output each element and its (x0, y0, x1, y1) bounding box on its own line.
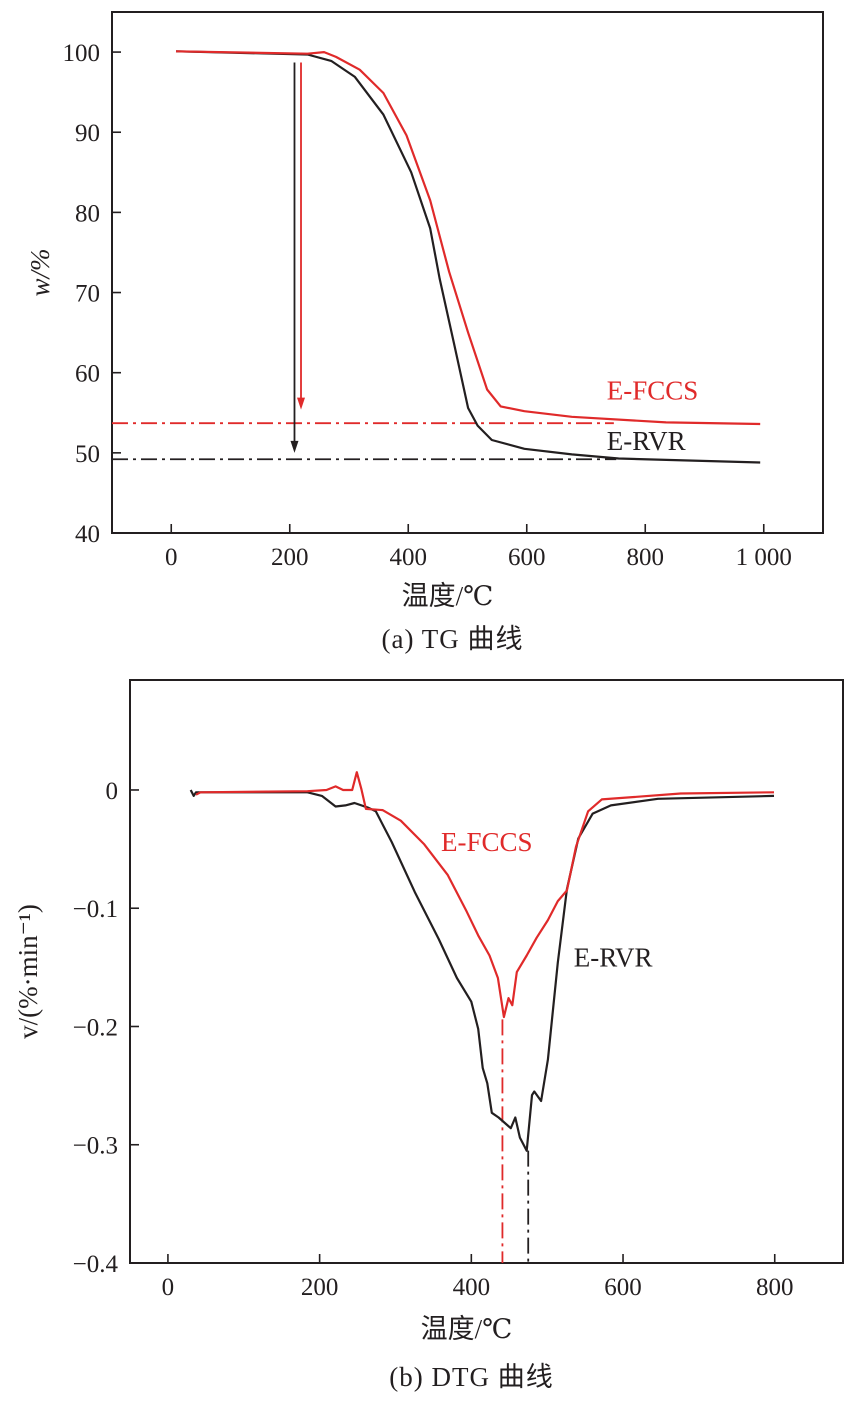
y-tick-label: −0.1 (73, 896, 118, 923)
dtg-chart: 0 200 400 600 800 −0.4 −0.3 −0.2 −0.1 0 E-FCCS E-RV… (13, 679, 844, 1392)
plot-frame (111, 11, 824, 534)
x-tick-label: 400 (453, 1274, 491, 1301)
x-tick-label: 400 (390, 544, 428, 571)
arrow-head-e-fccs (297, 397, 306, 410)
y-tick-label: −0.4 (73, 1251, 119, 1278)
chart-caption: (a) TG 曲线 (382, 624, 524, 654)
plot-frame (129, 679, 844, 1264)
series-label-e-rvr: E-RVR (607, 426, 686, 456)
series-line-e-rvr (175, 50, 761, 464)
y-tick-label: −0.2 (73, 1014, 118, 1041)
x-tick-label: 200 (271, 544, 309, 571)
y-tick-label: 90 (75, 120, 100, 147)
y-tick-label: 100 (63, 40, 101, 67)
x-tick-label: 0 (165, 544, 178, 571)
y-tick-label: −0.3 (73, 1133, 118, 1160)
x-tick-label: 800 (756, 1274, 794, 1301)
x-tick-label: 600 (508, 544, 546, 571)
series-line-e-rvr (189, 789, 775, 1152)
y-tick-label: 70 (75, 281, 100, 308)
x-axis-title: 温度/℃ (402, 581, 494, 611)
y-tick-label: 80 (75, 200, 100, 227)
tg-chart: 0 200 400 600 800 1 000 40 50 60 70 80 90 100 E-FCCS E… (25, 11, 824, 654)
x-tick-label: 0 (162, 1274, 175, 1301)
series-line-e-fccs (195, 771, 775, 1019)
series-label-e-fccs: E-FCCS (441, 827, 533, 857)
series-line-e-fccs (175, 50, 761, 426)
y-tick-label: 50 (75, 441, 100, 468)
series-label-e-fccs: E-FCCS (607, 376, 699, 406)
y-axis-title: v/(%·min⁻¹) (13, 904, 43, 1039)
x-axis-title: 温度/℃ (421, 1314, 513, 1344)
y-tick-label: 60 (75, 361, 100, 388)
x-tick-label: 600 (604, 1274, 642, 1301)
arrow-head-e-rvr (290, 440, 299, 453)
y-axis-title: w/% (25, 248, 55, 296)
series-label-e-rvr: E-RVR (574, 943, 653, 973)
x-tick-label: 1 000 (736, 544, 792, 571)
x-tick-label: 800 (627, 544, 665, 571)
y-tick-label: 0 (106, 778, 119, 805)
chart-caption: (b) DTG 曲线 (389, 1362, 553, 1392)
y-tick-label: 40 (75, 521, 100, 548)
x-tick-label: 200 (301, 1274, 339, 1301)
